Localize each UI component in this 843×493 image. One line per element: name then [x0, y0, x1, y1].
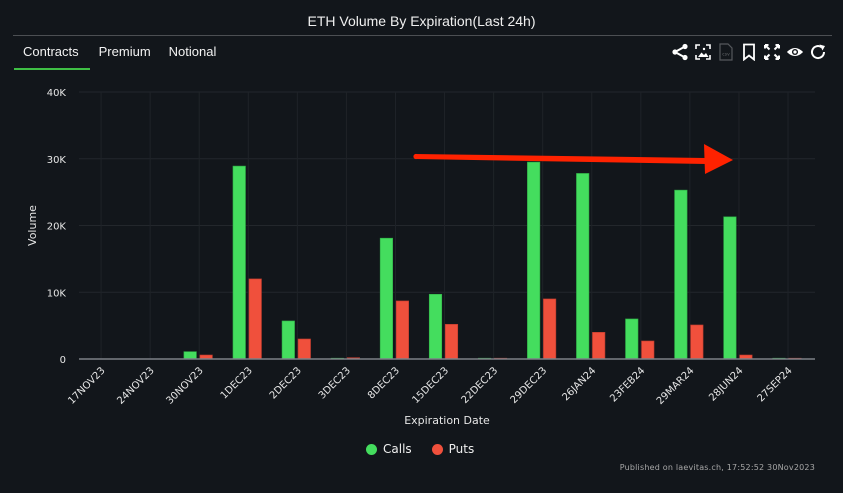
- y-tick-label: 0: [60, 355, 66, 366]
- x-tick-label: 17NOV23: [66, 365, 107, 406]
- legend-item-calls[interactable]: Calls: [366, 442, 412, 456]
- bar-calls: [625, 318, 639, 360]
- tab-premium[interactable]: Premium: [98, 44, 151, 59]
- csv-label: csv: [722, 53, 730, 58]
- bar-calls: [723, 216, 737, 360]
- y-tick-label: 10K: [47, 288, 67, 299]
- eye-icon[interactable]: [786, 42, 804, 62]
- bar-calls: [232, 165, 246, 360]
- x-tick-label: 15DEC23: [410, 365, 451, 406]
- x-tick-label: 2DEC23: [268, 365, 304, 401]
- y-tick-label: 30K: [47, 155, 67, 166]
- arrow-shaft: [415, 154, 706, 164]
- legend: Calls Puts: [366, 442, 474, 456]
- refresh-icon[interactable]: [809, 42, 827, 62]
- title-divider: [13, 35, 832, 36]
- x-tick-label: 24NOV23: [115, 365, 156, 406]
- bar-puts: [297, 338, 311, 360]
- bar-puts: [592, 331, 606, 360]
- x-tick-label: 8DEC23: [366, 365, 402, 401]
- arrow-head: [704, 144, 733, 174]
- chart-title: ETH Volume By Expiration(Last 24h): [307, 13, 536, 29]
- legend-item-puts[interactable]: Puts: [431, 442, 475, 456]
- bar-puts: [395, 300, 409, 360]
- bar-puts: [641, 340, 655, 360]
- bar-calls: [281, 320, 295, 360]
- x-tick-label: 1DEC23: [219, 365, 255, 401]
- legend-puts-label: Puts: [448, 442, 475, 456]
- published-footer: Published on laevitas.ch, 17:52:52 30Nov…: [619, 463, 815, 472]
- y-tick-label: 40K: [47, 88, 67, 99]
- x-tick-label: 29DEC23: [509, 365, 550, 406]
- x-tick-label: 29MAR24: [655, 365, 697, 407]
- y-axis-label: Volume: [26, 205, 39, 246]
- csv-icon[interactable]: csv: [717, 42, 735, 62]
- x-tick-label: 30NOV23: [164, 365, 205, 406]
- chart-toolbar: csv: [671, 42, 827, 62]
- tab-notional[interactable]: Notional: [168, 44, 217, 59]
- x-tick-label: 3DEC23: [317, 365, 353, 401]
- tab-contracts[interactable]: Contracts: [14, 44, 90, 70]
- bookmark-icon[interactable]: [740, 42, 758, 62]
- y-tick-label: 20K: [47, 222, 67, 233]
- bar-chart: 0 10K 20K 30K 40K 17NOV23 24NOV23 30NOV23 1DEC2…: [26, 88, 815, 427]
- x-tick-label: 28JUN24: [707, 365, 745, 403]
- x-tick-label: 22DEC23: [460, 365, 501, 406]
- fullscreen-icon[interactable]: [763, 42, 781, 62]
- x-tick-label: 27SEP24: [756, 365, 795, 404]
- bar-calls: [428, 293, 443, 360]
- bar-calls: [527, 161, 541, 360]
- legend-calls-label: Calls: [383, 442, 412, 456]
- calls-swatch: [366, 443, 377, 455]
- bar-puts: [444, 323, 459, 360]
- bar-puts: [543, 298, 557, 360]
- share-icon[interactable]: [671, 42, 689, 62]
- x-axis-ticks: 17NOV23 24NOV23 30NOV23 1DEC23 2DEC23 3DEC23 8…: [66, 365, 794, 407]
- bar-calls: [183, 351, 197, 360]
- arrow-tail: [413, 153, 419, 160]
- tab-bar: Contracts Premium Notional: [14, 44, 225, 70]
- bar-puts: [248, 278, 262, 360]
- bar-puts: [690, 324, 704, 360]
- x-axis-label: Expiration Date: [404, 414, 490, 427]
- bar-calls: [379, 237, 393, 360]
- image-download-icon[interactable]: [694, 42, 712, 62]
- grid-lines: [79, 91, 815, 359]
- puts-swatch: [431, 443, 443, 455]
- y-axis-ticks: 0 10K 20K 30K 40K: [47, 88, 67, 366]
- bar-calls: [674, 189, 688, 360]
- x-tick-label: 23FEB24: [608, 365, 647, 404]
- x-tick-label: 26JAN24: [560, 365, 598, 403]
- bar-calls: [576, 173, 590, 360]
- red-arrow-annotation: [413, 144, 733, 174]
- bars: [183, 161, 802, 360]
